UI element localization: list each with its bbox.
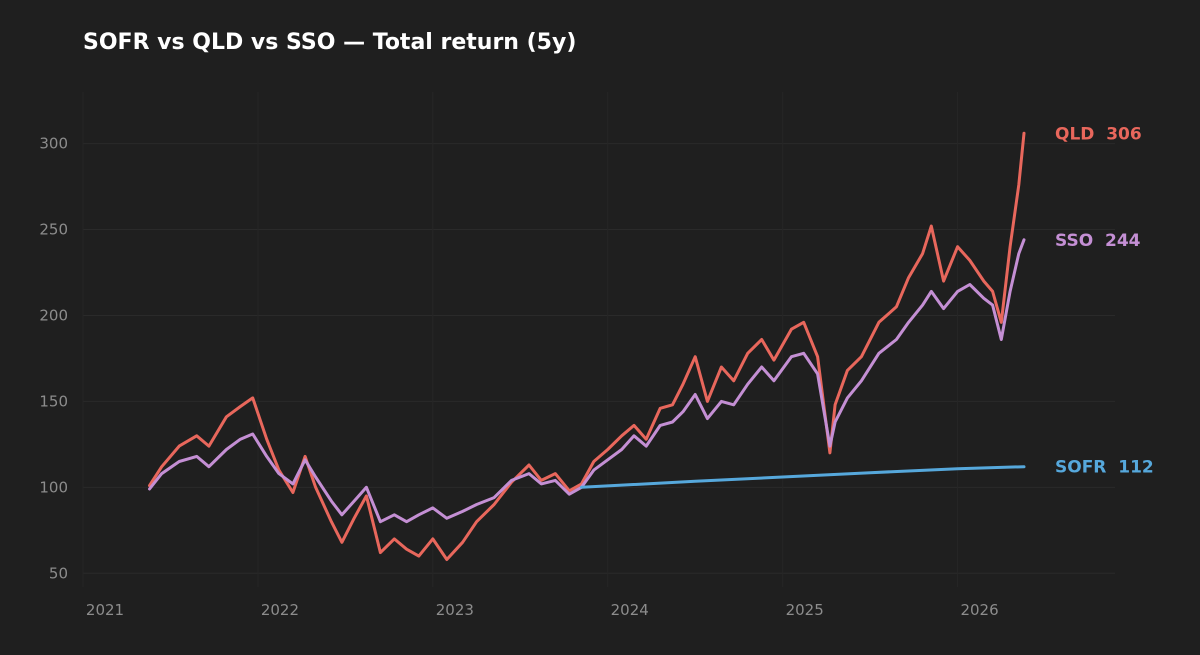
y-tick-label-200: 200 bbox=[39, 306, 68, 324]
series-layer bbox=[148, 131, 1026, 561]
y-tick-label-150: 150 bbox=[39, 392, 68, 410]
grid-layer bbox=[82, 92, 1115, 587]
end-label-sofr: SOFR 112 bbox=[1055, 458, 1154, 478]
x-tick-label-2025: 2025 bbox=[786, 601, 824, 619]
end-label-sso: SSO 244 bbox=[1055, 231, 1141, 251]
x-tick-label-2024: 2024 bbox=[611, 601, 649, 619]
x-tick-label-2026: 2026 bbox=[960, 601, 998, 619]
series-line-sso bbox=[148, 238, 1026, 524]
y-axis-ticks: 50 100 150 200 250 300 bbox=[39, 135, 68, 583]
series-end-labels: QLD 306 SSO 244 SOFR 112 bbox=[1055, 124, 1154, 477]
end-label-qld: QLD 306 bbox=[1055, 124, 1142, 144]
y-tick-label-50: 50 bbox=[49, 564, 68, 582]
y-tick-label-250: 250 bbox=[39, 221, 68, 239]
series-line-qld bbox=[148, 131, 1026, 561]
series-line-sofr bbox=[580, 465, 1026, 489]
x-tick-label-2023: 2023 bbox=[436, 601, 474, 619]
x-axis-ticks: 2021 2022 2023 2024 2025 2026 bbox=[86, 601, 999, 619]
x-tick-label-2021: 2021 bbox=[86, 601, 124, 619]
chart-title: SOFR vs QLD vs SSO — Total return (5y) bbox=[83, 30, 577, 55]
x-tick-label-2022: 2022 bbox=[261, 601, 299, 619]
y-tick-label-100: 100 bbox=[39, 478, 68, 496]
y-tick-label-300: 300 bbox=[39, 135, 68, 153]
